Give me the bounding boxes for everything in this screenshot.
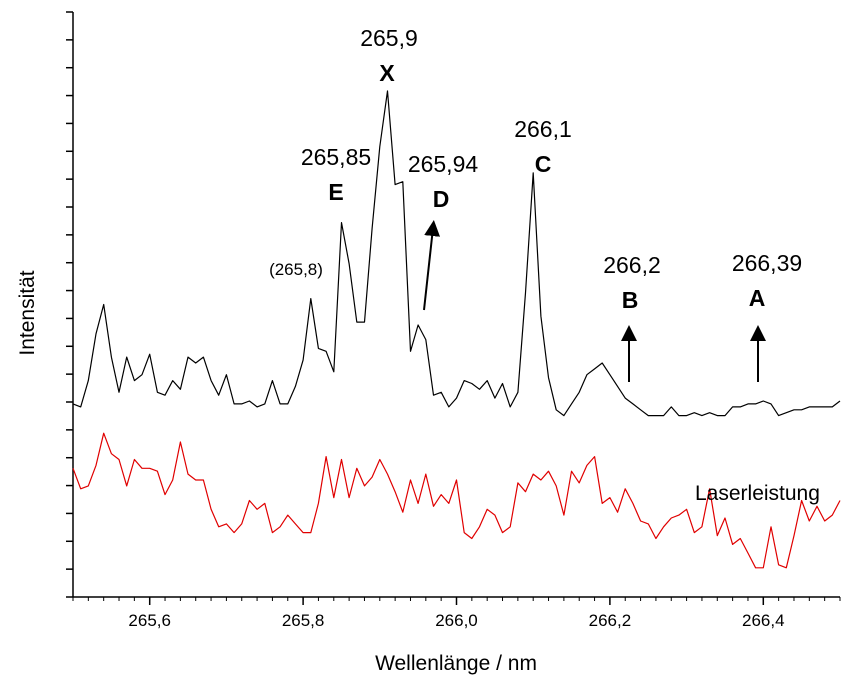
annotation-letter: A — [749, 285, 766, 311]
annotation-letter: X — [379, 60, 395, 86]
plot-frame — [72, 12, 840, 598]
annotation-number: 265,9 — [360, 25, 418, 51]
x-axis-tick-label: 266,0 — [435, 611, 478, 630]
x-axis-tick-label: 266,4 — [742, 611, 785, 630]
series-line-laserleistung — [72, 432, 841, 569]
y-axis-title: Intensität — [16, 270, 39, 355]
annotation-265-8: (265,8) — [269, 260, 323, 279]
annotation-letter: C — [535, 151, 552, 177]
series-label-laserleistung: Laserleistung — [695, 482, 820, 505]
x-axis-title: Wellenlänge / nm — [375, 652, 537, 675]
annotation-letter: D — [433, 186, 450, 212]
annotation-number: 266,2 — [603, 252, 661, 278]
annotation-letter: B — [622, 287, 639, 313]
annotation-letter: E — [328, 179, 343, 205]
x-axis-tick-label: 266,2 — [589, 611, 632, 630]
annotation-arrow — [423, 220, 441, 311]
annotation-number: (265,8) — [269, 260, 323, 279]
annotation-number: 266,1 — [514, 116, 572, 142]
y-axis-ticks — [66, 11, 73, 598]
data-series — [72, 90, 841, 569]
annotation-x: 265,9 X — [360, 25, 418, 86]
annotation-a: 266,39 A — [732, 250, 802, 382]
series-line-intensity — [72, 90, 841, 417]
annotation-number: 265,94 — [408, 151, 479, 177]
x-axis-tick-labels: 265,6 265,8 266,0 266,2 266,4 — [128, 611, 784, 630]
peak-annotations: (265,8) 265,85 E 265,9 X 265,94 D 266,1 … — [269, 25, 802, 382]
x-axis-ticks — [72, 597, 841, 605]
annotation-e: 265,85 E — [301, 144, 371, 205]
annotation-b: 266,2 B — [603, 252, 661, 382]
x-axis-tick-label: 265,8 — [282, 611, 325, 630]
annotation-number: 266,39 — [732, 250, 802, 276]
annotation-number: 265,85 — [301, 144, 371, 170]
x-axis-tick-label: 265,6 — [128, 611, 171, 630]
annotation-c: 266,1 C — [514, 116, 572, 177]
annotation-d: 265,94 D — [408, 151, 479, 311]
